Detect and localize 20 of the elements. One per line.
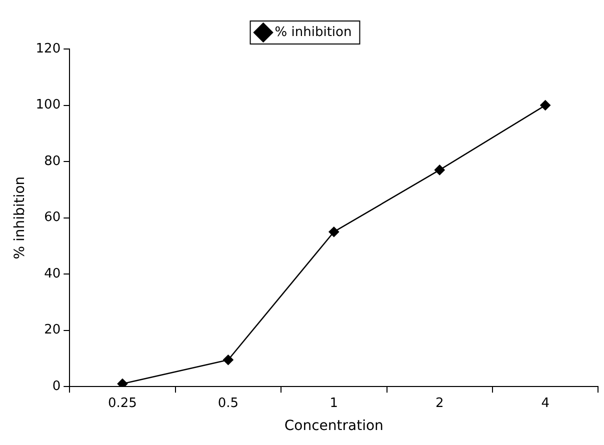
y-tick-label: 80 <box>44 154 61 169</box>
x-tick-label: 2 <box>435 396 444 411</box>
point <box>117 378 128 387</box>
y-tick-label: 40 <box>44 266 61 282</box>
y-tick-label: 100 <box>36 98 61 113</box>
point <box>540 100 550 110</box>
x-tick-label: 4 <box>541 396 550 411</box>
x-axis-title: Concentration <box>284 418 384 434</box>
y-tick-label: 20 <box>44 322 61 338</box>
x-tick-label: 0.25 <box>108 396 137 411</box>
point <box>328 226 340 238</box>
y-axis-title: % inhibition <box>12 176 28 260</box>
x-tick-label: 0.5 <box>218 396 239 411</box>
y-tick-label: 0 <box>52 378 61 394</box>
y-tick-label: 60 <box>44 210 61 226</box>
y-tick-label: 120 <box>36 41 61 56</box>
point <box>223 354 234 366</box>
x-tick-label: 1 <box>330 396 338 411</box>
point <box>434 164 445 176</box>
legend-label: % inhibition <box>274 24 352 40</box>
